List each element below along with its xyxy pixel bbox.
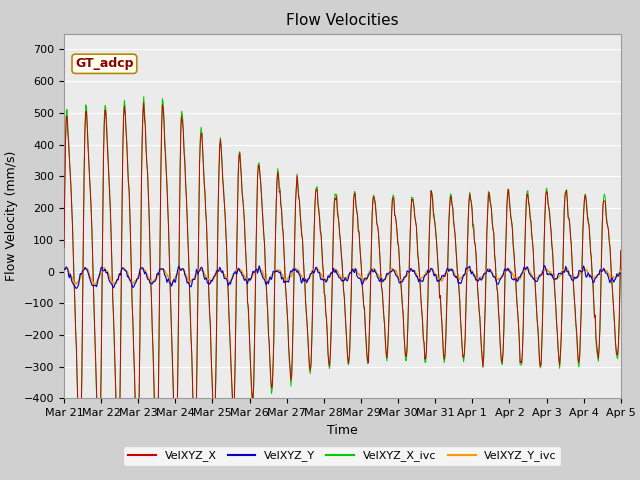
X-axis label: Time: Time [327,424,358,437]
Text: GT_adcp: GT_adcp [75,57,134,70]
Y-axis label: Flow Velocity (mm/s): Flow Velocity (mm/s) [5,151,18,281]
Legend: VelXYZ_X, VelXYZ_Y, VelXYZ_X_ivc, VelXYZ_Y_ivc: VelXYZ_X, VelXYZ_Y, VelXYZ_X_ivc, VelXYZ… [124,446,561,466]
Title: Flow Velocities: Flow Velocities [286,13,399,28]
